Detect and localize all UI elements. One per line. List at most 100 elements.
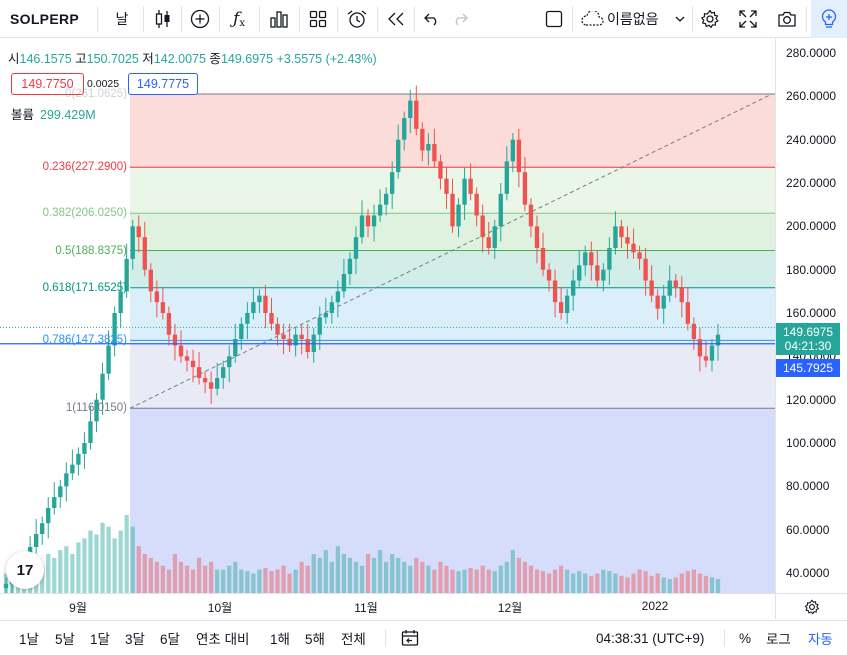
price-chart[interactable] <box>0 38 775 593</box>
candle <box>184 356 190 361</box>
volume-bar <box>697 573 703 593</box>
candle <box>94 399 99 422</box>
volume-bar <box>148 557 153 593</box>
candle <box>118 291 123 313</box>
chart-pane[interactable] <box>0 38 775 593</box>
range-1y[interactable]: 1해 <box>270 632 290 647</box>
candle <box>571 280 576 296</box>
candle <box>697 339 703 357</box>
symbol-search[interactable]: SOLPERP <box>10 11 80 27</box>
volume-bar <box>528 565 534 593</box>
date-range-icon[interactable] <box>401 621 419 655</box>
volume-bar <box>341 554 347 593</box>
volume-bar <box>414 557 419 593</box>
fullscreen-icon[interactable] <box>735 0 761 38</box>
range-5y[interactable]: 5해 <box>305 632 325 647</box>
tradingview-logo[interactable]: 17 <box>6 551 44 589</box>
candle <box>432 144 437 162</box>
fib-level-label: 0(261.0625) <box>64 88 127 101</box>
candle <box>359 215 365 238</box>
candle <box>414 100 419 129</box>
volume-bar <box>559 565 564 593</box>
candle <box>522 172 528 205</box>
layout-square-icon[interactable] <box>541 0 567 38</box>
gear-icon[interactable] <box>697 0 723 38</box>
time-label: 12월 <box>497 601 523 615</box>
volume-bar <box>365 554 371 593</box>
candle <box>221 367 226 378</box>
range-all[interactable]: 전체 <box>341 632 366 647</box>
ohlc-legend: 시146.1575 고150.7025 저142.0075 종149.6975 … <box>8 48 377 67</box>
cloud-icon[interactable] <box>578 0 606 38</box>
candle <box>215 378 220 389</box>
range-1d[interactable]: 1날 <box>19 632 39 647</box>
bottom-bar: 1날 5날 1달 3달 6달 연초 대비 1해 5해 전체 04:38:31 (… <box>0 620 847 654</box>
candle <box>227 356 232 368</box>
volume-bar <box>94 534 99 593</box>
candle <box>595 265 600 281</box>
high-value: 150.7025 <box>86 52 139 66</box>
settings-gear-icon[interactable] <box>775 593 847 619</box>
fib-band <box>130 287 775 341</box>
volume-bar <box>402 561 407 593</box>
open-label: 시 <box>8 52 20 66</box>
candle <box>383 193 389 205</box>
candle <box>287 339 292 346</box>
candle <box>655 295 660 309</box>
clock-timezone[interactable]: 04:38:31 (UTC+9) <box>596 630 705 646</box>
candle <box>166 313 172 335</box>
log-toggle[interactable]: 로그 <box>766 632 791 647</box>
volume-bar <box>492 571 497 593</box>
candle <box>76 453 81 465</box>
price-tick: 40.0000 <box>786 566 830 580</box>
volume-bar <box>510 550 515 593</box>
sell-price-button[interactable]: 149.7750 <box>11 73 84 95</box>
volume-bar <box>221 569 226 593</box>
interval-button[interactable]: 날 <box>115 11 129 27</box>
volume-bar <box>546 573 552 593</box>
range-6m[interactable]: 6달 <box>160 632 180 647</box>
price-axis[interactable]: 280.0000 260.0000 240.0000 220.0000 200.0000… <box>775 38 847 593</box>
price-tick: 100.0000 <box>786 436 837 450</box>
percent-toggle[interactable]: % <box>739 630 752 646</box>
auto-toggle[interactable]: 자동 <box>808 632 833 647</box>
volume-bar <box>359 565 365 593</box>
candle <box>106 345 111 374</box>
alarm-clock-icon[interactable] <box>342 0 372 38</box>
replay-icon[interactable] <box>382 0 410 38</box>
candle <box>317 317 322 335</box>
candle <box>498 193 503 227</box>
plus-circle-icon[interactable] <box>186 0 214 38</box>
candle <box>269 313 274 324</box>
volume-bar <box>438 561 443 593</box>
grid-icon[interactable] <box>304 0 332 38</box>
candle <box>510 139 516 162</box>
buy-price-button[interactable]: 149.7775 <box>128 73 198 95</box>
candle <box>257 295 262 303</box>
candle <box>456 204 461 227</box>
range-1m[interactable]: 1달 <box>90 632 110 647</box>
layout-name[interactable]: 이름없음 <box>607 11 659 27</box>
volume-bar <box>619 575 624 593</box>
undo-icon[interactable] <box>420 0 444 38</box>
time-axis[interactable]: 9월 10월 11월 12월 2022 <box>0 593 775 619</box>
volume-bar <box>661 577 666 593</box>
candle <box>619 226 624 238</box>
bar-chart-icon[interactable] <box>264 0 294 38</box>
fib-level-label: 0.236(227.2900) <box>42 161 127 174</box>
volume-bar <box>673 577 678 593</box>
countdown-value: 04:21:30 <box>784 339 832 354</box>
chevron-down-icon[interactable] <box>672 0 688 38</box>
range-3m[interactable]: 3달 <box>125 632 145 647</box>
candles-icon[interactable] <box>148 0 178 38</box>
candle <box>468 178 473 194</box>
toolbar-divider <box>572 6 573 32</box>
range-ytd[interactable]: 연초 대비 <box>196 632 250 647</box>
volume-bar <box>52 557 57 593</box>
redo-icon[interactable] <box>448 0 472 38</box>
lightbulb-icon[interactable] <box>811 0 847 38</box>
camera-icon[interactable] <box>773 0 801 38</box>
range-5d[interactable]: 5날 <box>55 632 75 647</box>
volume-bar <box>486 569 491 593</box>
